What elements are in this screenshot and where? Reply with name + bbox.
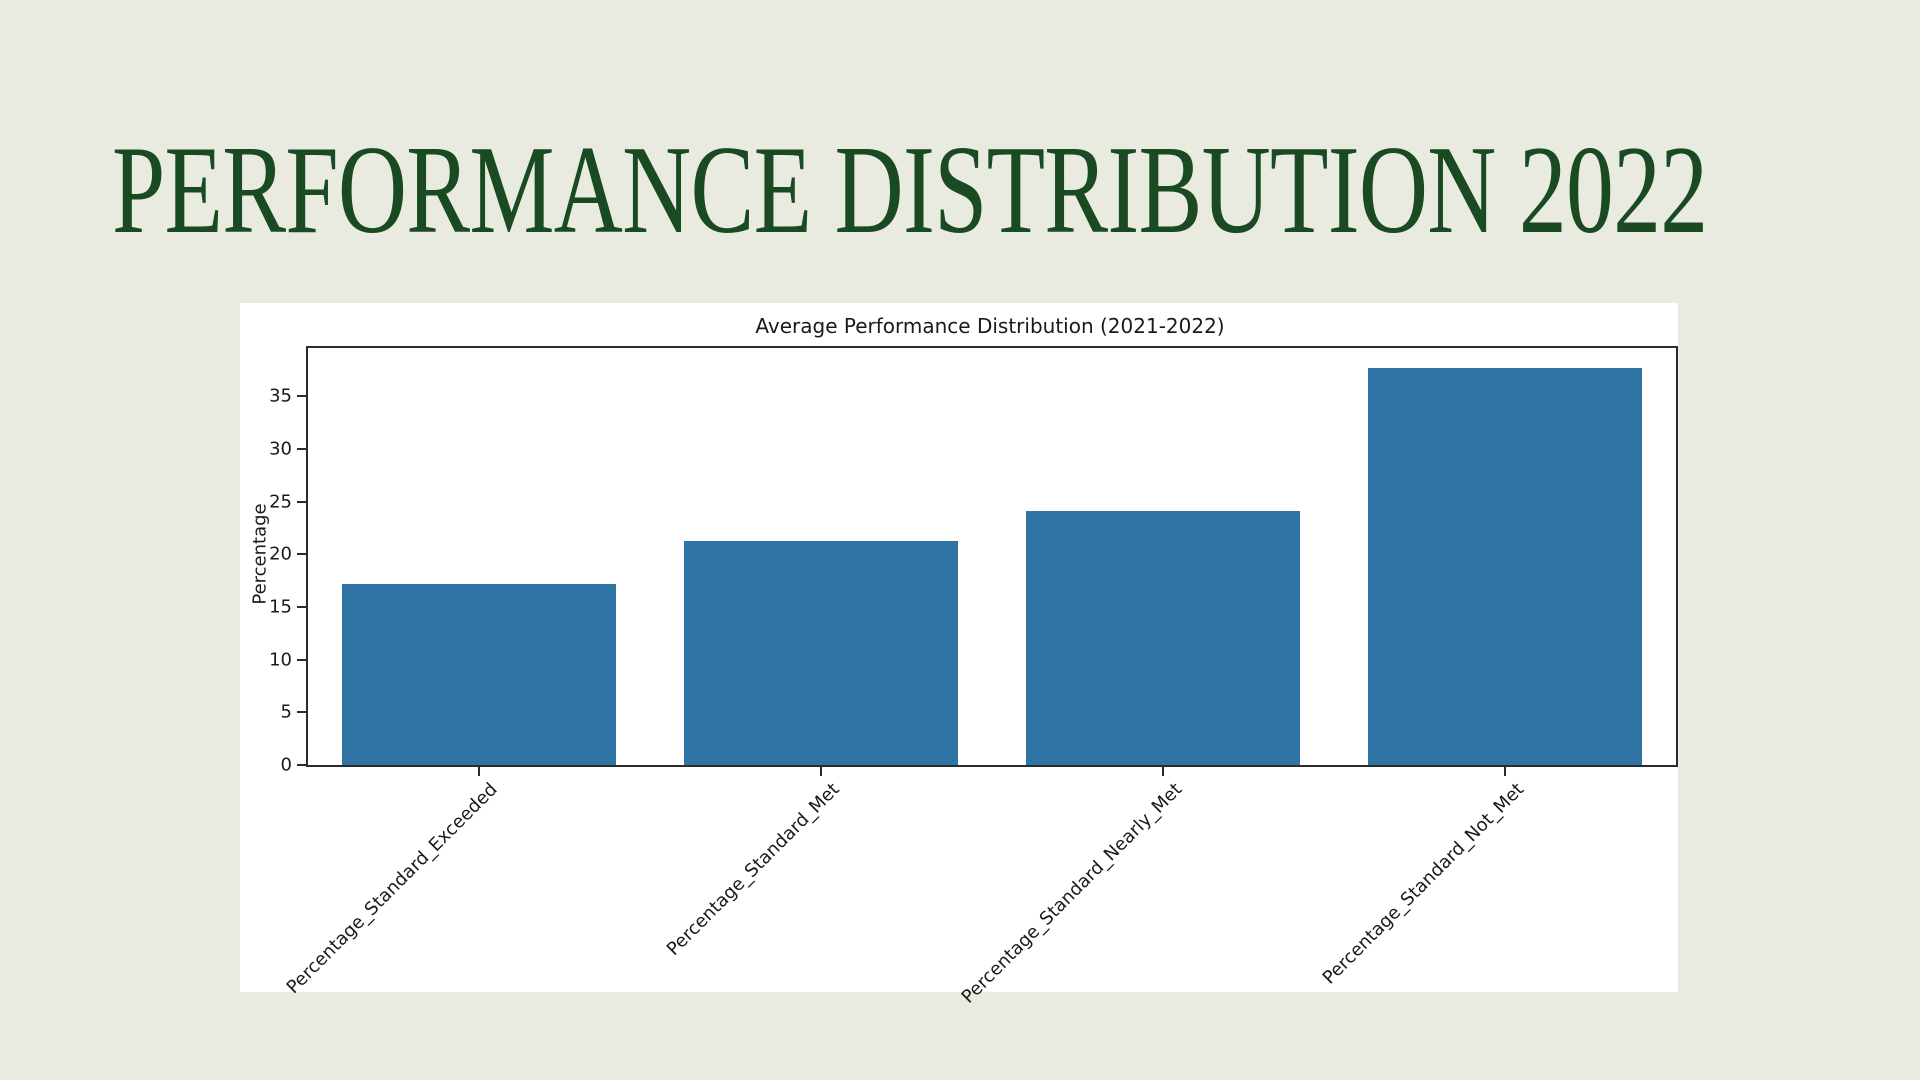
y-tick-mark [297, 448, 306, 451]
y-axis-label: Percentage [249, 503, 271, 605]
chart-figure: Average Performance Distribution (2021-2… [240, 303, 1678, 1008]
x-tick-label: Percentage_Standard_Met [662, 779, 844, 960]
y-tick-label: 15 [269, 596, 292, 618]
y-tick-mark [297, 658, 306, 661]
x-tick-mark [1162, 767, 1164, 776]
x-tick-mark [1504, 767, 1506, 776]
x-tick-mark [820, 767, 822, 776]
y-tick-mark [297, 711, 306, 714]
x-tick-label: Percentage_Standard_Not_Met [1318, 779, 1528, 989]
y-tick-label: 10 [269, 649, 292, 671]
x-tick-label: Percentage_Standard_Nearly_Met [957, 779, 1186, 1008]
y-tick-label: 25 [269, 491, 292, 513]
y-tick-mark [297, 764, 306, 766]
y-tick-mark [297, 553, 306, 556]
y-tick-label: 20 [269, 543, 292, 565]
chart-title: Average Performance Distribution (2021-2… [755, 314, 1225, 338]
plot-area: 0 5 10 15 20 25 30 35 Percentage_Standard_Excee… [269, 346, 1678, 1008]
y-tick-mark [297, 395, 306, 398]
y-tick-mark [297, 500, 306, 503]
y-tick-label: 35 [269, 385, 292, 407]
bar [684, 540, 958, 765]
y-tick-mark [297, 606, 306, 609]
bar [1026, 511, 1300, 765]
x-tick-mark [478, 767, 480, 776]
y-tick-label: 5 [280, 701, 292, 723]
y-tick-label: 30 [269, 438, 292, 460]
bar [1368, 368, 1642, 765]
y-tick-label: 0 [280, 754, 292, 776]
x-tick-label: Percentage_Standard_Exceeded [282, 779, 502, 999]
bar [342, 583, 616, 765]
page-title: PERFORMANCE DISTRIBUTION 2022 [112, 121, 1708, 260]
